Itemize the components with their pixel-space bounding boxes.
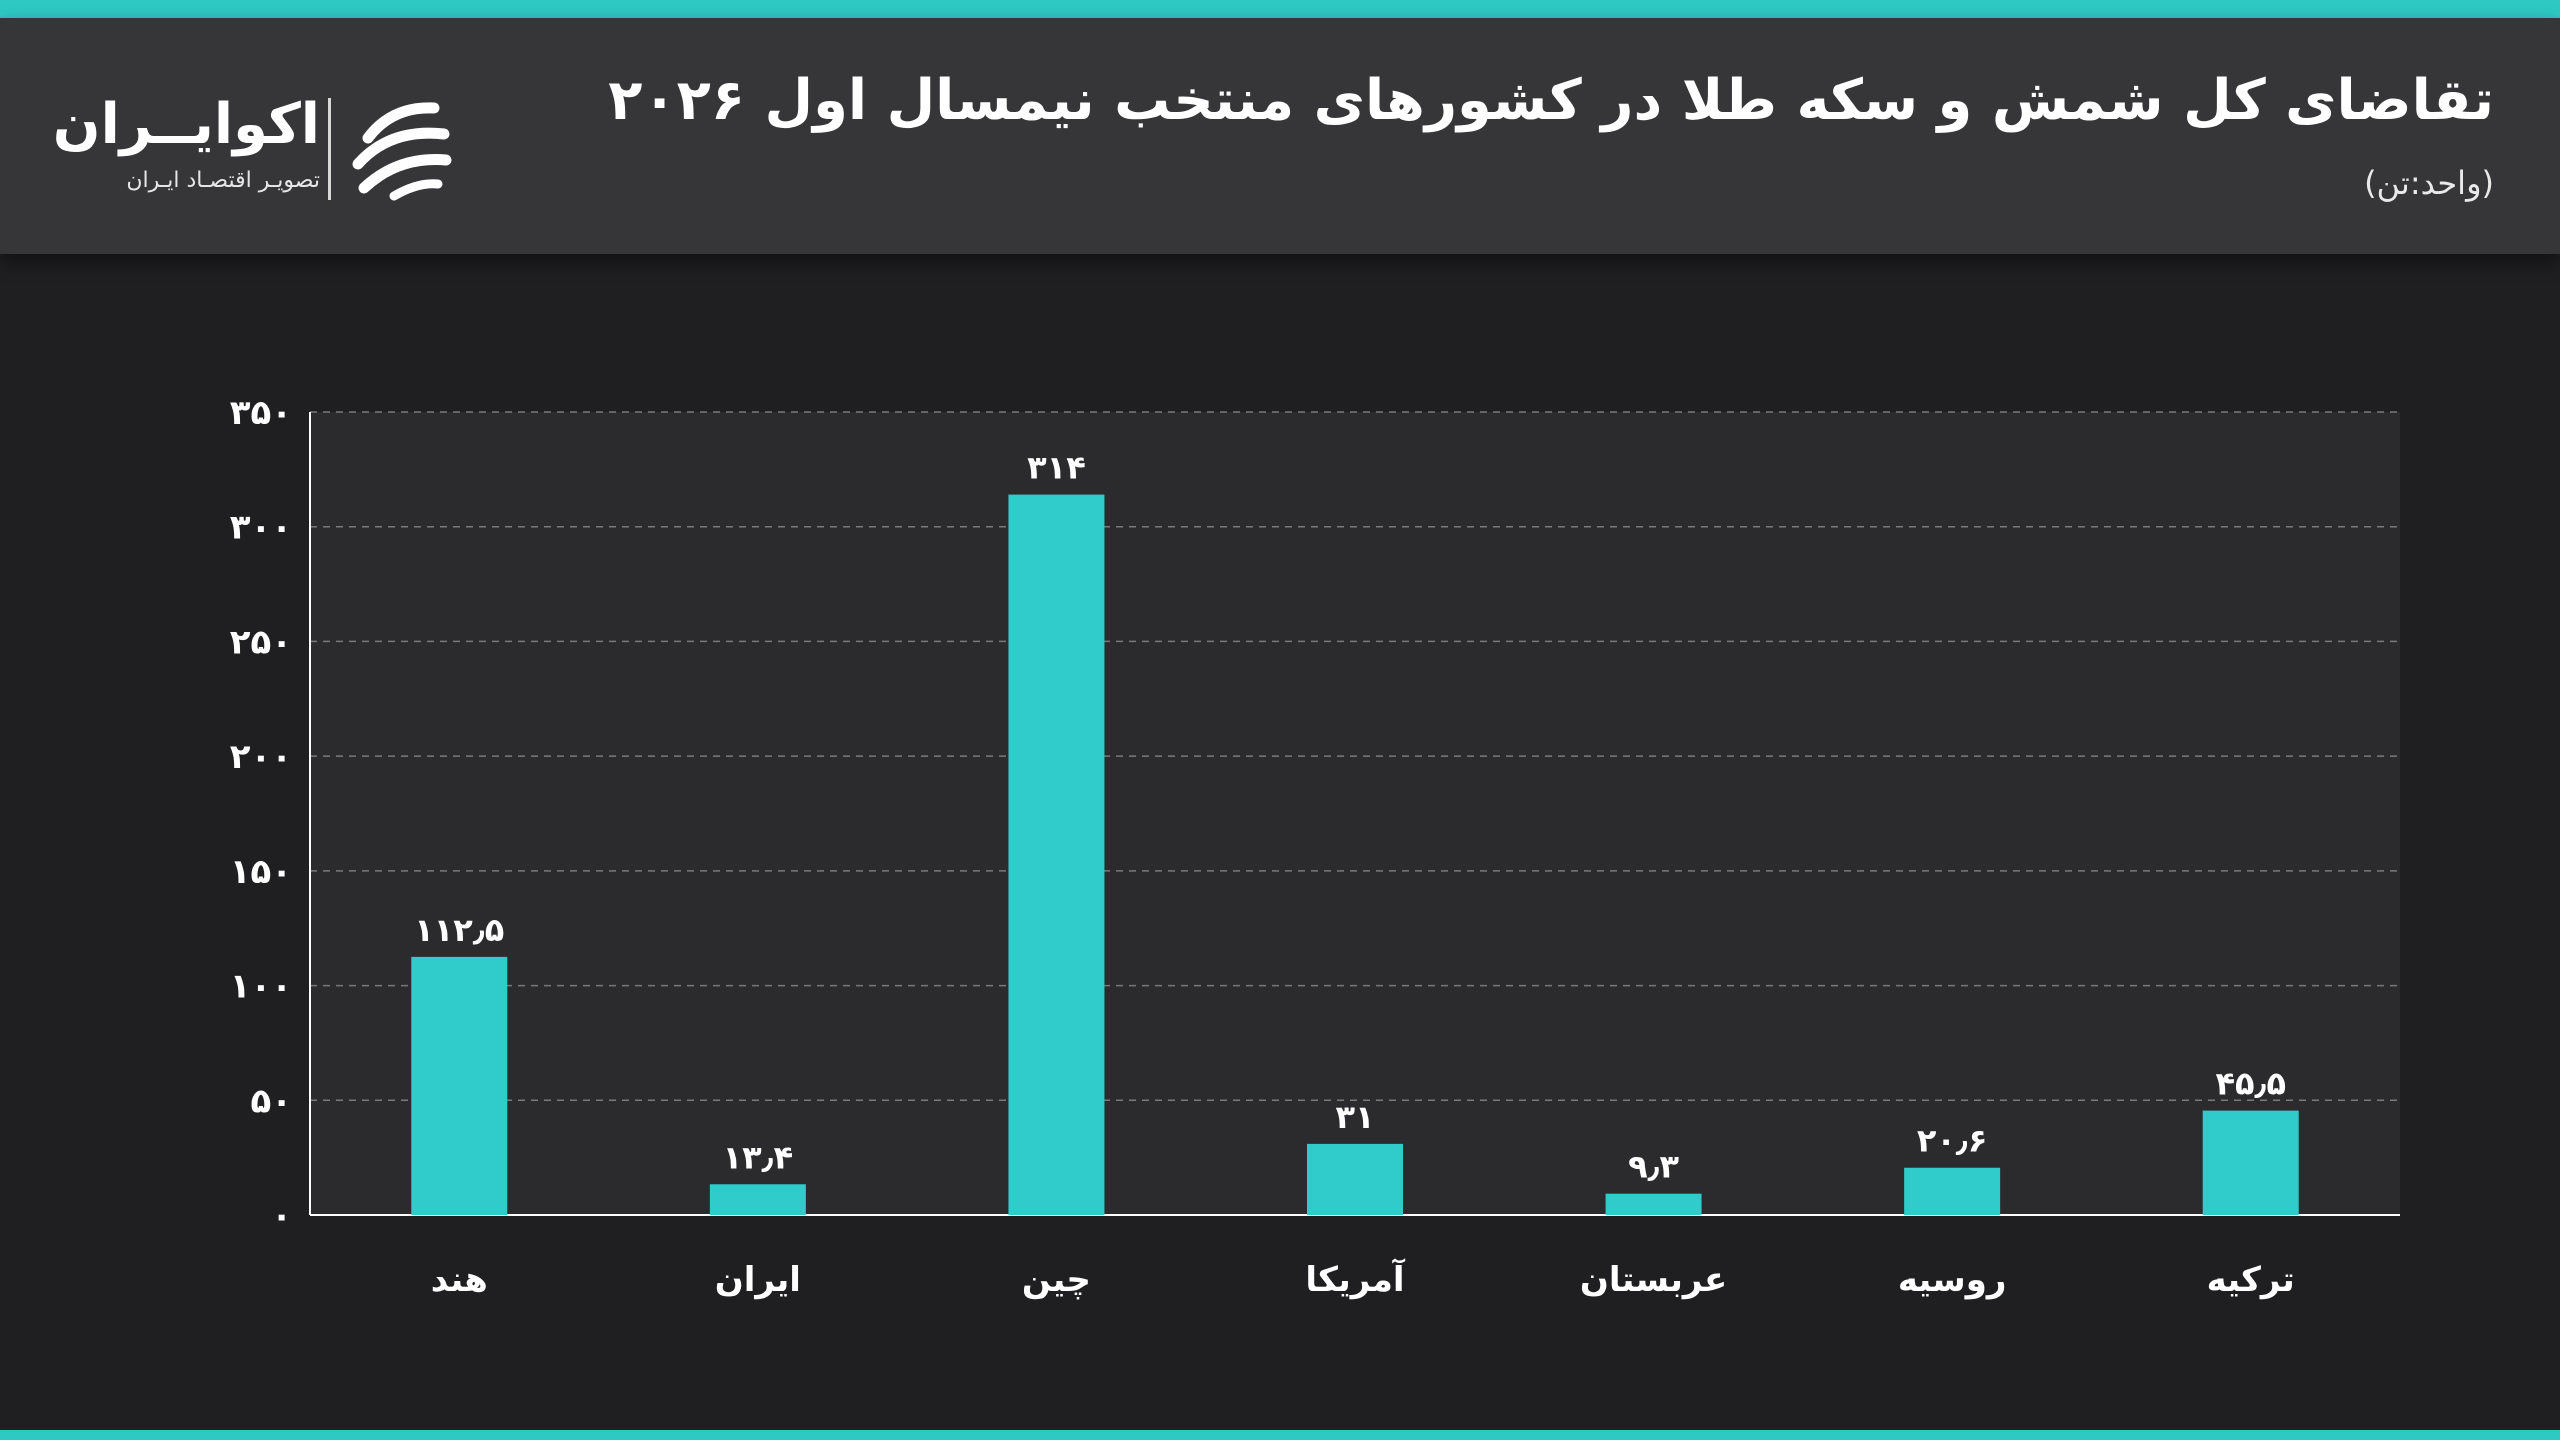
brand-logo: اکوایــران تصویـر اقتصـاد ایـران	[52, 84, 470, 214]
ecoiran-swirl-icon	[352, 102, 452, 201]
logo-divider	[328, 98, 331, 200]
x-tick-label: ایران	[715, 1260, 801, 1300]
unit-label: (واحد:تن)	[2364, 164, 2494, 202]
value-label: ۳۱۴	[1027, 449, 1086, 487]
header-bar: تقاضای کل شمش و سکه طلا در کشورهای منتخب…	[0, 18, 2560, 254]
page-title: تقاضای کل شمش و سکه طلا در کشورهای منتخب…	[608, 68, 2495, 133]
y-tick-label: ۳۵۰	[230, 393, 292, 433]
bar	[1307, 1143, 1403, 1215]
y-tick-label: ۲۵۰	[230, 622, 292, 662]
bar	[709, 1184, 806, 1215]
top-accent-stripe	[0, 0, 2560, 18]
y-tick-label: ۱۵۰	[230, 852, 292, 892]
y-tick-label: ۲۰۰	[230, 737, 292, 777]
x-tick-label: روسیه	[1898, 1260, 2007, 1300]
x-tick-label: هند	[431, 1260, 488, 1300]
x-tick-label: عربستان	[1580, 1260, 1727, 1300]
x-tick-label: آمریکا	[1305, 1258, 1406, 1300]
value-label: ۴۵٫۵	[2215, 1065, 2286, 1103]
value-label: ۱۳٫۴	[723, 1138, 794, 1176]
brand-tagline: تصویـر اقتصـاد ایـران	[126, 168, 320, 193]
y-tick-label: ۰	[271, 1196, 292, 1236]
bar	[1904, 1167, 2001, 1215]
y-tick-label: ۳۰۰	[230, 508, 292, 548]
plot-area	[310, 412, 2400, 1215]
bar	[2202, 1110, 2299, 1215]
value-label: ۹٫۳	[1628, 1148, 1679, 1186]
bottom-accent-stripe	[0, 1430, 2560, 1440]
bar	[1008, 494, 1105, 1215]
value-label: ۲۰٫۶	[1917, 1122, 1988, 1160]
value-label: ۳۱	[1335, 1098, 1374, 1136]
brand-name: اکوایــران	[52, 92, 320, 157]
y-tick-label: ۱۰۰	[230, 967, 292, 1007]
value-label: ۱۱۲٫۵	[414, 911, 504, 949]
x-tick-label: ترکیه	[2207, 1260, 2295, 1300]
bar	[1605, 1193, 1702, 1215]
bar	[411, 956, 508, 1215]
x-tick-label: چین	[1022, 1260, 1091, 1300]
y-tick-label: ۵۰	[250, 1081, 292, 1121]
